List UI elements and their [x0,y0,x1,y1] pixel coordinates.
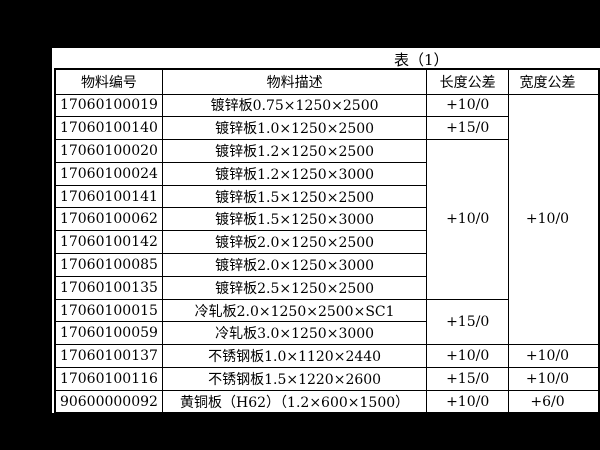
cell-length-tolerance: +15/0 [426,367,510,391]
cell-material-desc: 镀锌板1.0×1250×2500 [161,116,428,141]
table-row: 17060100141 镀锌板1.5×1250×2500 [54,184,599,209]
cell-length-tolerance: +10/0 [426,389,510,413]
cell-length-tolerance: +10/0 [426,139,510,300]
cell-material-desc: 黄铜板（H62）（1.2×600×1500） [161,389,428,413]
cell-material-desc: 冷轧板3.0×1250×3000 [161,321,428,346]
table-header-row: 物料编号 物料描述 长度公差 宽度公差 [54,68,600,95]
cell-material-desc: 镀锌板1.2×1250×3000 [161,161,428,186]
column-header-material-code: 物料编号 [54,68,163,95]
cell-material-code: 17060100085 [54,253,163,277]
cell-length-tolerance: +15/0 [426,116,510,141]
cell-material-desc: 镀锌板2.5×1250×2500 [161,275,428,300]
cell-length-tolerance: +15/0 [426,298,510,346]
cell-material-code: 17060100142 [54,230,163,255]
cell-material-desc: 镀锌板2.0×1250×2500 [161,230,428,255]
table-row: 17060100116 不锈钢板1.5×1220×2600 +15/0 +10/0 [54,367,600,391]
cell-material-desc: 镀锌板0.75×1250×2500 [161,93,428,118]
cell-material-code: 17060100141 [54,184,163,209]
table-row: 17060100020 镀锌板1.2×1250×2500 +10/0 [54,139,599,300]
cell-material-code: 90600000092 [54,389,163,413]
cell-material-code: 17060100140 [54,116,163,141]
table-row: 17060100015 冷轧板2.0×1250×2500×SC1 +15/0 [54,298,599,346]
table-body: 17060100019 镀锌板0.75×1250×2500 +10/0 +10/0 17… [54,93,600,413]
cell-material-code: 17060100024 [54,161,163,186]
cell-material-desc: 镀锌板1.5×1250×2500 [161,184,428,209]
cell-length-tolerance: +10/0 [426,344,510,369]
table-row: 17060100019 镀锌板0.75×1250×2500 +10/0 +10/0 [54,93,600,346]
cell-material-desc: 镀锌板1.5×1250×3000 [161,207,428,232]
cell-material-desc: 不锈钢板1.0×1120×2440 [161,344,428,369]
cell-width-tolerance: +6/0 [508,389,600,413]
cell-material-desc: 镀锌板1.2×1250×2500 [161,139,428,163]
cell-material-code: 17060100135 [54,275,163,300]
cell-material-code: 17060100020 [54,139,163,163]
table-row: 17060100142 镀锌板2.0×1250×2500 [54,230,599,255]
cell-material-desc: 不锈钢板1.5×1220×2600 [161,367,428,391]
table-row: 17060100137 不锈钢板1.0×1120×2440 +10/0 +10/0 [54,344,600,369]
cell-material-code: 17060100019 [54,93,163,118]
document-page: 表（1） 物料编号 物料描述 长度公差 宽度公差 17060100019 镀锌板0… [52,48,600,413]
cell-width-tolerance: +10/0 [508,344,600,369]
table-row: 90600000092 黄铜板（H62）（1.2×600×1500） +10/0 +6… [54,389,600,413]
cell-material-code: 17060100015 [54,298,163,323]
table-row: 17060100062 镀锌板1.5×1250×3000 [54,207,599,232]
cell-material-code: 17060100137 [54,344,163,369]
column-header-width-tolerance: 宽度公差 [508,68,600,95]
cell-material-desc: 镀锌板2.0×1250×3000 [161,253,428,277]
cell-width-tolerance: +10/0 [508,367,600,391]
cell-length-tolerance: +10/0 [426,93,510,118]
column-header-material-desc: 物料描述 [161,68,428,95]
cell-material-desc: 冷轧板2.0×1250×2500×SC1 [161,298,428,323]
table-row: 17060100059 冷轧板3.0×1250×3000 [54,321,599,346]
column-header-length-tolerance: 长度公差 [426,68,510,95]
cell-material-code: 17060100062 [54,207,163,232]
table-title: 表（1） [394,51,449,69]
cell-width-tolerance: +10/0 [508,93,600,346]
tolerance-table: 物料编号 物料描述 长度公差 宽度公差 17060100019 镀锌板0.75×1… [54,68,600,413]
cell-material-code: 17060100059 [54,321,163,346]
cell-material-code: 17060100116 [54,367,163,391]
